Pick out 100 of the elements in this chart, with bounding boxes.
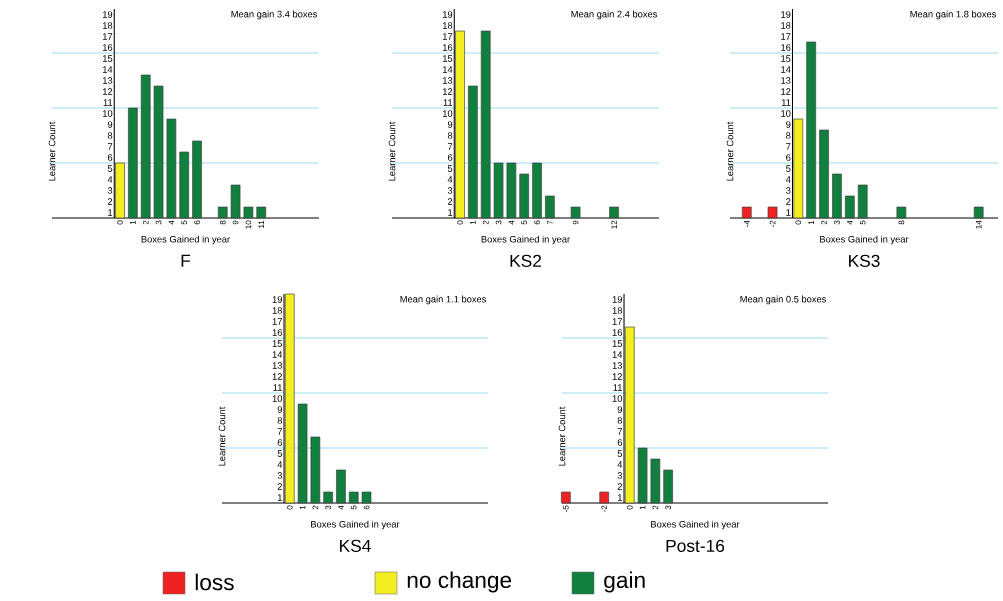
bar: [570, 206, 581, 219]
y-tick-label: 18: [102, 22, 113, 29]
bar: [480, 30, 491, 219]
y-tick-label: 15: [272, 340, 283, 347]
x-tick-label: 2: [821, 220, 827, 225]
y-tick-label: 11: [781, 99, 791, 106]
bar: [323, 491, 333, 504]
x-tick-label: 1: [299, 505, 306, 510]
x-tick-label: 1: [639, 505, 646, 510]
bar: [624, 326, 635, 504]
y-tick-label: 1: [108, 209, 113, 216]
y-tick-label: 9: [617, 406, 622, 413]
y-tick-label: 15: [781, 55, 791, 62]
y-tick-label: 12: [102, 88, 113, 95]
y-tick-label: 16: [102, 44, 113, 51]
x-tick-label: -2: [769, 220, 776, 228]
x-tick-label: 6: [534, 220, 540, 225]
x-tick-label: 10: [245, 220, 252, 229]
x-tick-label: 3: [495, 220, 502, 225]
y-tick-label: 16: [612, 329, 623, 336]
y-tick-label: 2: [617, 483, 622, 490]
bar: [599, 491, 610, 504]
bar: [767, 206, 778, 219]
bar: [284, 293, 295, 504]
x-tick-label: -2: [601, 505, 607, 513]
y-tick-label: 16: [442, 44, 453, 51]
bar: [140, 74, 151, 219]
bar: [243, 206, 254, 219]
x-tick-label: 9: [232, 220, 239, 225]
x-tick-label: 0: [117, 220, 123, 225]
x-tick-label: 2: [142, 220, 149, 225]
y-tick-label: 13: [102, 77, 113, 84]
x-tick-label: 8: [219, 220, 226, 225]
y-tick-label: 6: [107, 154, 113, 161]
text: F: [181, 254, 191, 267]
y-axis-title: Learner Count: [558, 406, 566, 466]
bar: [192, 140, 202, 219]
x-axis-title: Boxes Gained in year: [651, 520, 740, 530]
y-tick-label: 3: [447, 187, 453, 194]
x-tick-label: 4: [168, 220, 175, 225]
bar: [230, 184, 241, 219]
y-tick-label: 6: [617, 439, 623, 446]
bar: [973, 206, 984, 219]
x-tick-label: 3: [155, 220, 162, 225]
y-tick-label: 4: [785, 176, 791, 183]
x-tick-label: 9: [572, 220, 579, 225]
bar: [166, 118, 177, 219]
x-tick-label: 8: [898, 220, 905, 225]
y-tick-label: 5: [277, 450, 283, 457]
y-tick-label: 2: [277, 483, 282, 490]
y-tick-label: 9: [277, 406, 282, 413]
y-tick-label: 17: [612, 318, 622, 325]
x-tick-label: 3: [834, 220, 840, 225]
y-axis-title: Learner Count: [726, 121, 734, 181]
y-tick-label: 3: [617, 472, 623, 479]
bar: [493, 162, 504, 219]
y-tick-label: 13: [781, 77, 791, 84]
text: Post-16: [666, 539, 725, 552]
bar: [179, 151, 190, 219]
y-tick-label: 6: [786, 154, 791, 161]
annotation: Mean gain 1.1 boxes: [400, 295, 487, 305]
y-tick-label: 10: [442, 110, 453, 117]
y-tick-label: 14: [442, 66, 453, 73]
bar: [896, 206, 907, 219]
y-tick-label: 17: [442, 33, 453, 40]
y-tick-label: 10: [102, 110, 113, 117]
y-tick-label: 7: [617, 428, 622, 435]
y-tick-label: 2: [447, 198, 453, 205]
y-tick-label: 17: [272, 318, 282, 325]
y-tick-label: 7: [277, 428, 282, 435]
y-tick-label: 13: [272, 362, 283, 369]
bar: [297, 403, 308, 504]
bar: [532, 162, 542, 219]
y-tick-label: 4: [277, 461, 283, 468]
bar: [115, 162, 125, 219]
x-tick-label: -5: [563, 505, 569, 513]
y-tick-label: 13: [442, 77, 453, 84]
category-label: gain: [604, 571, 645, 593]
y-tick-label: 19: [612, 296, 622, 303]
y-tick-label: 7: [447, 143, 453, 150]
y-tick-label: 11: [273, 384, 282, 391]
y-tick-label: 4: [617, 461, 623, 468]
category-label: no change: [407, 571, 512, 593]
y-tick-label: 19: [102, 11, 113, 18]
annotation: Mean gain 1.8 boxes: [910, 10, 997, 20]
y-tick-label: 9: [786, 121, 791, 128]
y-tick-label: 18: [442, 22, 453, 29]
y-tick-label: 7: [107, 143, 113, 150]
y-tick-label: 14: [781, 66, 791, 73]
y-axis-title: Learner Count: [48, 121, 56, 181]
x-axis-title: Boxes Gained in year: [820, 235, 909, 245]
bar: [519, 173, 530, 219]
y-tick-label: 11: [443, 99, 453, 106]
y-tick-label: 7: [786, 143, 791, 150]
bar: [348, 491, 359, 504]
y-tick-label: 13: [612, 362, 623, 369]
x-tick-label: 1: [130, 220, 136, 225]
bar: [128, 107, 138, 219]
y-tick-label: 1: [448, 209, 453, 216]
y-tick-label: 8: [277, 417, 283, 424]
